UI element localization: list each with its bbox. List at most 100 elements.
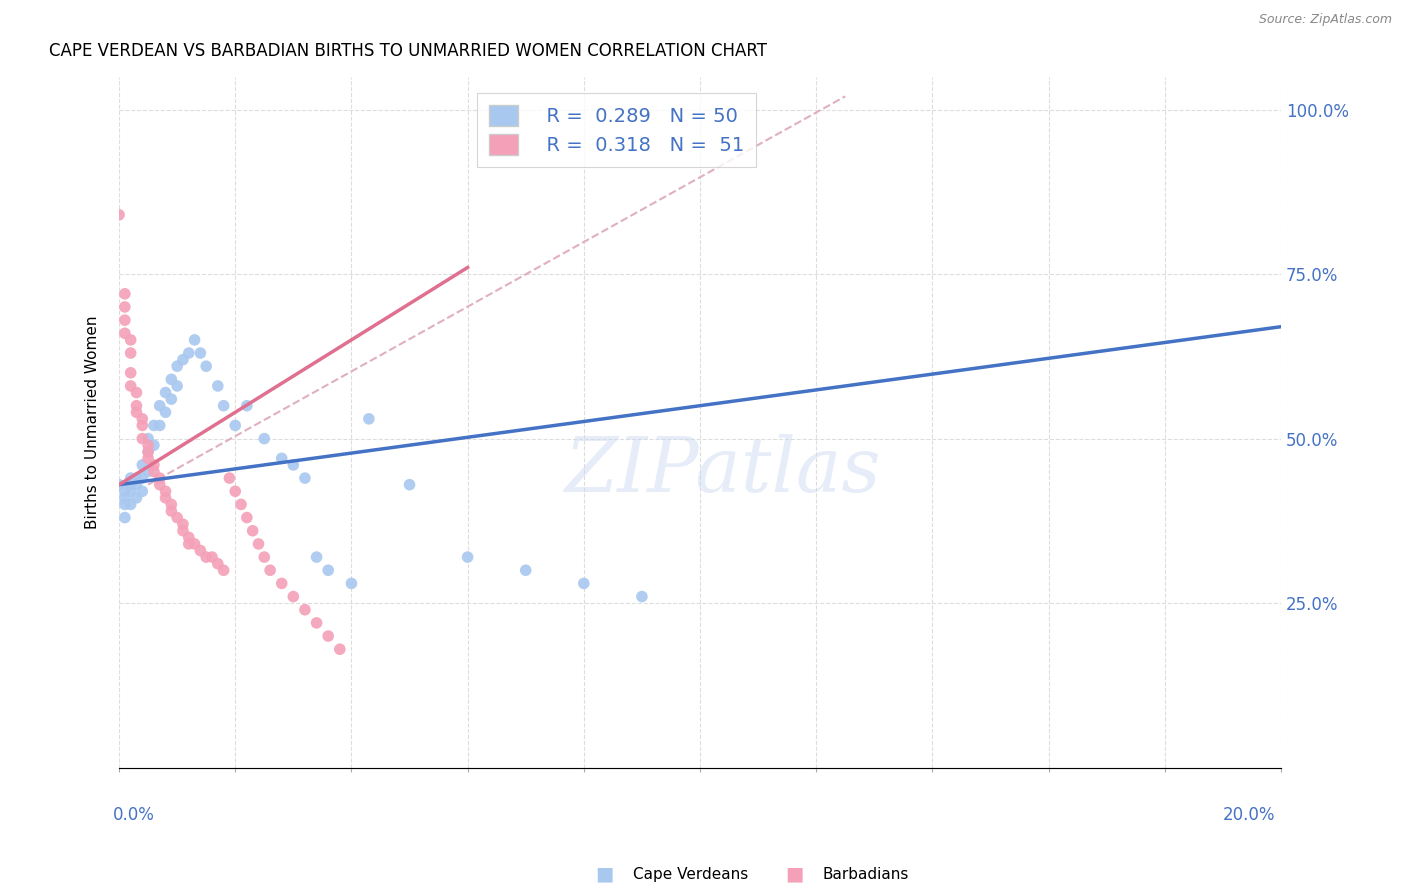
Point — [120, 477, 142, 491]
Point — [131, 418, 153, 433]
Point — [329, 642, 352, 657]
Point — [125, 405, 148, 419]
Point — [120, 484, 142, 499]
Point — [212, 563, 235, 577]
Text: Barbadians: Barbadians — [823, 867, 908, 881]
Point — [155, 484, 177, 499]
Point — [195, 550, 218, 565]
Point — [155, 385, 177, 400]
Point — [340, 576, 363, 591]
Point — [114, 313, 136, 327]
Point — [316, 629, 339, 643]
Point — [160, 504, 183, 518]
Point — [108, 208, 131, 222]
Point — [160, 372, 183, 386]
Point — [114, 286, 136, 301]
Point — [125, 477, 148, 491]
Legend:   R =  0.289   N = 50,   R =  0.318   N =  51: R = 0.289 N = 50, R = 0.318 N = 51 — [478, 94, 755, 167]
Point — [253, 432, 276, 446]
Point — [177, 346, 200, 360]
Point — [120, 346, 142, 360]
Text: 0.0%: 0.0% — [114, 805, 155, 823]
Point — [114, 510, 136, 524]
Point — [149, 477, 172, 491]
Point — [114, 484, 136, 499]
Point — [136, 451, 159, 466]
Point — [142, 458, 165, 472]
Point — [305, 615, 328, 630]
Point — [172, 524, 194, 538]
Point — [125, 399, 148, 413]
Point — [114, 300, 136, 314]
Point — [155, 491, 177, 505]
Point — [160, 392, 183, 406]
Point — [131, 471, 153, 485]
Point — [136, 444, 159, 458]
Point — [195, 359, 218, 374]
Point — [166, 379, 188, 393]
Point — [120, 333, 142, 347]
Point — [131, 432, 153, 446]
Point — [190, 346, 212, 360]
Point — [259, 563, 281, 577]
Point — [270, 451, 292, 466]
Point — [183, 537, 205, 551]
Point — [125, 471, 148, 485]
Point — [229, 497, 252, 511]
Point — [457, 550, 479, 565]
Point — [572, 576, 595, 591]
Point — [114, 497, 136, 511]
Point — [114, 326, 136, 341]
Point — [166, 510, 188, 524]
Point — [207, 557, 229, 571]
Point — [125, 385, 148, 400]
Point — [283, 590, 305, 604]
Point — [120, 497, 142, 511]
Text: Cape Verdeans: Cape Verdeans — [633, 867, 748, 881]
Point — [136, 444, 159, 458]
Point — [253, 550, 276, 565]
Point — [177, 537, 200, 551]
Point — [218, 471, 240, 485]
Point — [120, 379, 142, 393]
Point — [270, 576, 292, 591]
Point — [160, 497, 183, 511]
Text: CAPE VERDEAN VS BARBADIAN BIRTHS TO UNMARRIED WOMEN CORRELATION CHART: CAPE VERDEAN VS BARBADIAN BIRTHS TO UNMA… — [49, 42, 768, 60]
Point — [242, 524, 264, 538]
Point — [131, 484, 153, 499]
Point — [224, 418, 246, 433]
Point — [190, 543, 212, 558]
Point — [207, 379, 229, 393]
Point — [224, 484, 246, 499]
Point — [108, 477, 131, 491]
Text: ■: ■ — [785, 864, 804, 884]
Point — [236, 399, 259, 413]
Text: 20.0%: 20.0% — [1223, 805, 1275, 823]
Point — [294, 471, 316, 485]
Point — [120, 366, 142, 380]
Point — [305, 550, 328, 565]
Point — [515, 563, 537, 577]
Point — [294, 603, 316, 617]
Point — [149, 399, 172, 413]
Point — [283, 458, 305, 472]
Point — [125, 491, 148, 505]
Point — [136, 465, 159, 479]
Point — [316, 563, 339, 577]
Point — [149, 418, 172, 433]
Point — [136, 432, 159, 446]
Point — [177, 530, 200, 544]
Point — [155, 405, 177, 419]
Point — [166, 359, 188, 374]
Text: Source: ZipAtlas.com: Source: ZipAtlas.com — [1258, 13, 1392, 27]
Point — [357, 412, 380, 426]
Point — [120, 471, 142, 485]
Text: ZIPatlas: ZIPatlas — [565, 434, 882, 508]
Point — [142, 418, 165, 433]
Point — [172, 517, 194, 532]
Point — [142, 465, 165, 479]
Point — [247, 537, 270, 551]
Point — [136, 438, 159, 452]
Point — [236, 510, 259, 524]
Point — [114, 491, 136, 505]
